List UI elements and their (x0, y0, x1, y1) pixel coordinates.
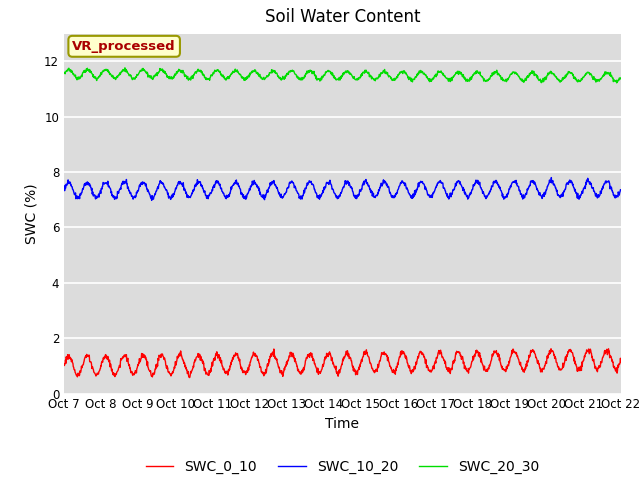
SWC_0_10 (297, 370, 305, 375)
SWC_20_30 (318, 73, 326, 79)
Legend: SWC_0_10, SWC_10_20, SWC_20_30: SWC_0_10, SWC_10_20, SWC_20_30 (140, 455, 545, 480)
SWC_20_30 (121, 65, 129, 71)
SWC_0_10 (617, 359, 625, 364)
SWC_0_10 (60, 361, 68, 367)
SWC_10_20 (318, 191, 326, 196)
SWC_20_30 (103, 67, 111, 72)
SWC_10_20 (60, 188, 68, 193)
SWC_0_10 (547, 346, 555, 352)
Text: VR_processed: VR_processed (72, 40, 176, 53)
SWC_10_20 (297, 196, 305, 202)
Y-axis label: SWC (%): SWC (%) (24, 183, 38, 244)
SWC_10_20 (103, 181, 111, 187)
SWC_0_10 (318, 366, 326, 372)
SWC_10_20 (126, 190, 134, 195)
SWC_10_20 (308, 181, 316, 187)
SWC_20_30 (308, 71, 316, 77)
SWC_10_20 (547, 175, 555, 180)
Line: SWC_20_30: SWC_20_30 (64, 68, 621, 83)
SWC_20_30 (613, 80, 621, 86)
SWC_0_10 (186, 375, 193, 381)
SWC_0_10 (308, 355, 316, 360)
SWC_20_30 (60, 70, 68, 75)
SWC_0_10 (378, 353, 385, 359)
SWC_10_20 (378, 180, 385, 186)
Title: Soil Water Content: Soil Water Content (265, 9, 420, 26)
SWC_20_30 (617, 75, 625, 81)
SWC_10_20 (148, 197, 156, 203)
SWC_0_10 (103, 354, 111, 360)
SWC_20_30 (126, 72, 134, 78)
SWC_10_20 (617, 187, 625, 192)
Line: SWC_0_10: SWC_0_10 (64, 349, 621, 378)
SWC_0_10 (126, 365, 134, 371)
SWC_20_30 (378, 71, 385, 76)
X-axis label: Time: Time (325, 417, 360, 431)
SWC_20_30 (297, 77, 305, 83)
Line: SWC_10_20: SWC_10_20 (64, 178, 621, 200)
